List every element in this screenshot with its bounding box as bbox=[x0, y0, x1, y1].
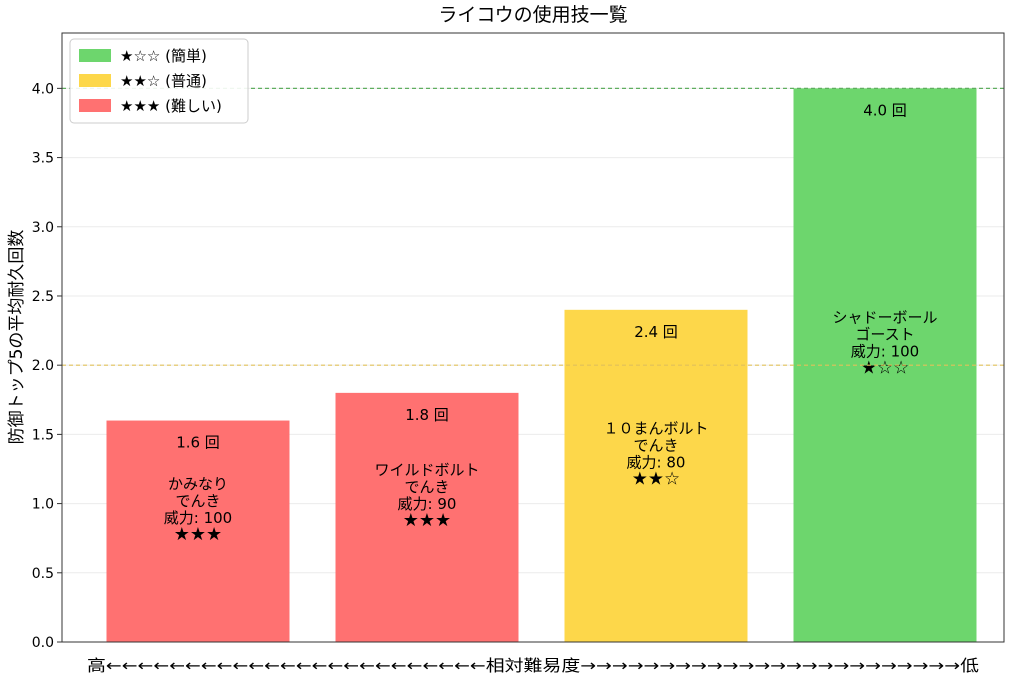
bar-text-line: 威力: 80 bbox=[627, 453, 686, 471]
legend-box bbox=[69, 38, 249, 124]
y-tick-label: 3.0 bbox=[32, 220, 54, 236]
y-tick-label: 4.0 bbox=[32, 81, 54, 97]
bar-text-line: 威力: 90 bbox=[398, 495, 457, 513]
bar-text-line: シャドーボール bbox=[832, 309, 937, 327]
bar-stars: ★★★ bbox=[174, 524, 222, 545]
x-axis-label: 高←←←←←←←←←←←←←←←←←←←←←←←←相対難易度→→→→→→→→→→… bbox=[87, 656, 979, 675]
y-tick-label: 1.0 bbox=[32, 497, 54, 513]
bar-text-line: でんき bbox=[175, 492, 220, 510]
bar-text-line: ゴースト bbox=[855, 326, 914, 344]
bar-text-line: １０まんボルト bbox=[603, 419, 708, 437]
y-axis-label: 防御トップ5の平均耐久回数 bbox=[7, 230, 27, 445]
plot-frame bbox=[61, 32, 1005, 643]
bar-text-line: 威力: 100 bbox=[851, 343, 919, 361]
bar-text-line: でんき bbox=[404, 478, 449, 496]
bar-value-label: 4.0 回 bbox=[863, 101, 907, 119]
bar-value-label: 1.8 回 bbox=[405, 406, 449, 424]
y-ticks: 0.0 0.5 1.0 1.5 2.0 2.5 3.0 3.5 4.0 bbox=[32, 81, 62, 651]
legend-swatch bbox=[79, 49, 111, 62]
bar-value-label: 1.6 回 bbox=[176, 434, 220, 452]
bar-value-label: 2.4 回 bbox=[634, 323, 678, 341]
y-tick-label: 2.0 bbox=[32, 358, 54, 374]
y-tick-label: 3.5 bbox=[32, 151, 54, 167]
legend: ★☆☆ (簡単) ★★☆ (普通) ★★★ (難しい) bbox=[69, 38, 249, 124]
bar-text-line: ワイルドボルト bbox=[374, 461, 479, 479]
legend-label: ★☆☆ (簡単) bbox=[120, 47, 207, 65]
y-tick-label: 1.5 bbox=[32, 427, 54, 443]
bar-text-line: でんき bbox=[633, 436, 678, 454]
bar bbox=[335, 392, 519, 642]
chart-title: ライコウの使用技一覧 bbox=[438, 4, 627, 26]
y-tick-label: 0.5 bbox=[32, 566, 54, 582]
bar-text-line: 威力: 100 bbox=[164, 509, 232, 527]
bar-text-line: かみなり bbox=[168, 475, 228, 493]
bar bbox=[106, 420, 290, 642]
legend-swatch bbox=[79, 74, 111, 87]
legend-label: ★★☆ (普通) bbox=[120, 72, 207, 90]
legend-label: ★★★ (難しい) bbox=[120, 97, 222, 115]
legend-swatch bbox=[79, 99, 111, 112]
bar-stars: ★☆☆ bbox=[861, 358, 909, 379]
y-tick-label: 2.5 bbox=[32, 289, 54, 305]
y-tick-label: 0.0 bbox=[32, 635, 54, 651]
bar-stars: ★★★ bbox=[403, 510, 451, 531]
bar-stars: ★★☆ bbox=[632, 468, 680, 489]
